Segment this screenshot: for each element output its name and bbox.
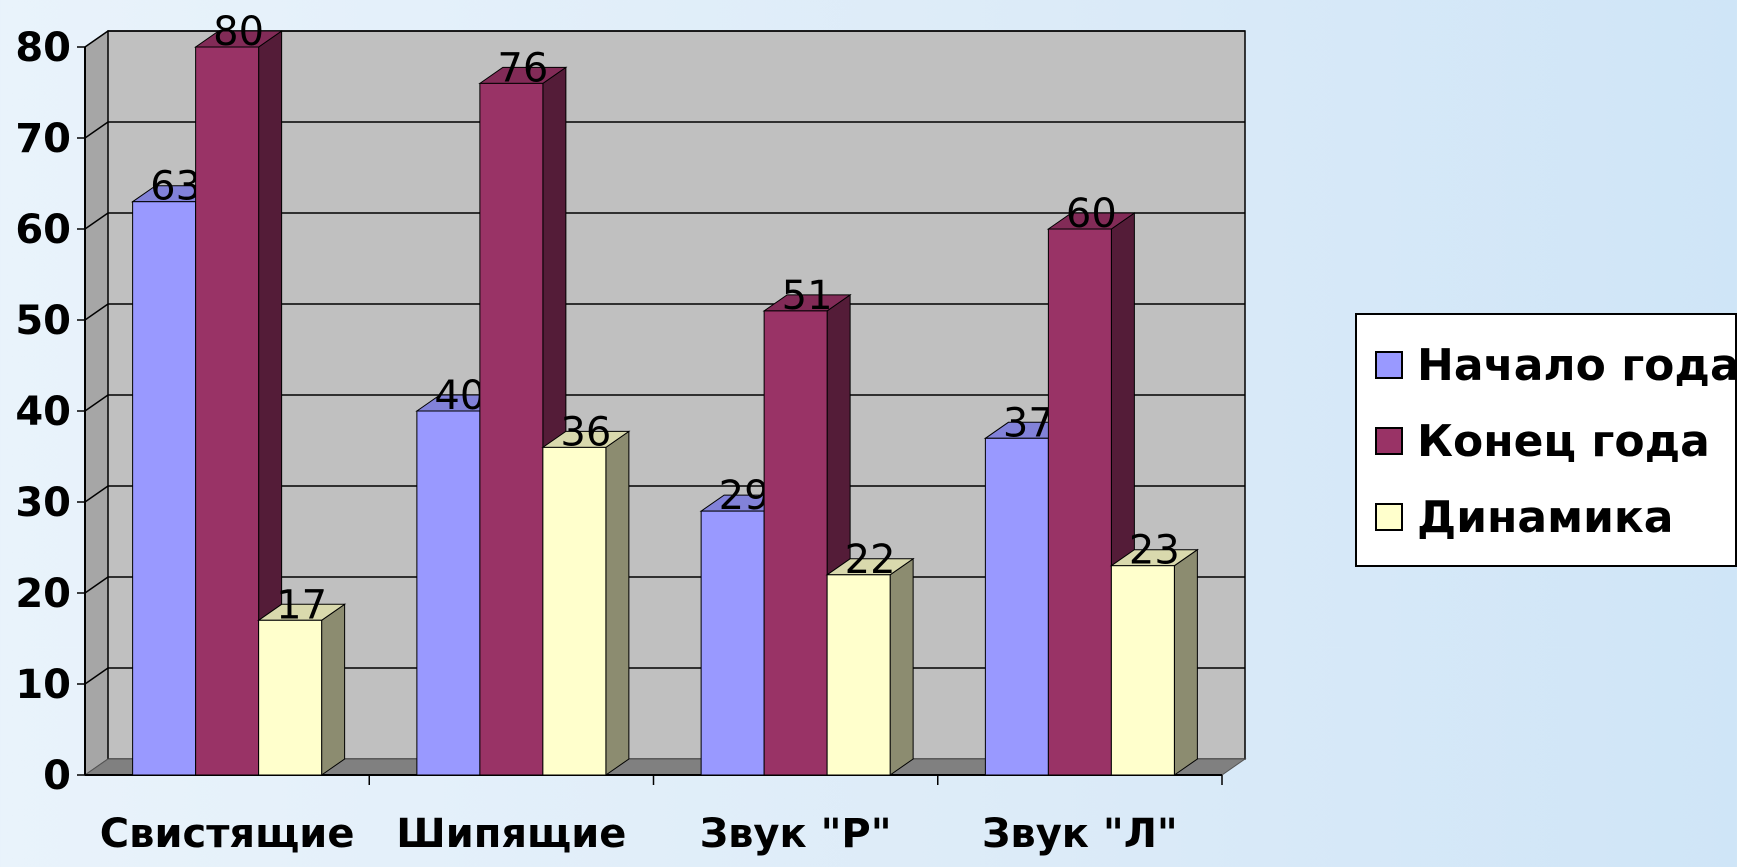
bar bbox=[825, 557, 915, 776]
bar-front bbox=[479, 82, 544, 776]
y-tick-label: 20 bbox=[15, 571, 71, 617]
data-label: 29 bbox=[719, 473, 770, 519]
data-label: 37 bbox=[1003, 400, 1054, 446]
y-tick-label: 10 bbox=[15, 662, 71, 708]
gridline bbox=[84, 303, 1245, 321]
bar-front bbox=[195, 46, 260, 776]
y-tick-label: 40 bbox=[15, 389, 71, 435]
data-label: 40 bbox=[434, 373, 485, 419]
gridline bbox=[84, 121, 1245, 139]
bar bbox=[1109, 548, 1199, 776]
y-tick-label: 70 bbox=[15, 116, 71, 162]
bar-front bbox=[826, 574, 891, 776]
y-tick-label: 30 bbox=[15, 480, 71, 526]
legend-swatch-icon bbox=[1375, 351, 1403, 379]
legend-label: Конец года bbox=[1417, 415, 1710, 467]
legend-item-series-3: Динамика bbox=[1375, 487, 1673, 547]
bar-front bbox=[1047, 228, 1112, 776]
data-label: 22 bbox=[845, 537, 896, 583]
bar bbox=[257, 603, 347, 776]
bar-front bbox=[132, 201, 197, 776]
bar-front bbox=[1110, 565, 1175, 776]
legend-item-series-1: Начало года bbox=[1375, 335, 1737, 395]
bar-front bbox=[416, 410, 481, 776]
legend-swatch-icon bbox=[1375, 503, 1403, 531]
bar-side bbox=[889, 557, 914, 776]
x-tick-label: Звук "Р" bbox=[700, 811, 892, 857]
legend-label: Начало года bbox=[1417, 339, 1737, 391]
legend-item-series-2: Конец года bbox=[1375, 411, 1710, 471]
data-label: 63 bbox=[150, 164, 201, 210]
x-tick-label: Шипящие bbox=[396, 811, 626, 857]
data-label: 36 bbox=[560, 409, 611, 455]
x-tick-label: Звук "Л" bbox=[982, 811, 1178, 857]
bar bbox=[541, 430, 631, 776]
bar-side bbox=[605, 430, 630, 776]
legend-label: Динамика bbox=[1417, 491, 1674, 543]
data-label: 23 bbox=[1129, 528, 1180, 574]
bar-front bbox=[258, 619, 323, 776]
y-tick-label: 0 bbox=[43, 753, 71, 799]
y-tick-label: 60 bbox=[15, 207, 71, 253]
data-label: 80 bbox=[213, 9, 264, 55]
gridline bbox=[84, 485, 1245, 503]
y-tick-label: 80 bbox=[15, 25, 71, 71]
data-label: 51 bbox=[782, 273, 833, 319]
data-label: 76 bbox=[497, 45, 548, 91]
bar-front bbox=[542, 446, 607, 776]
gridline bbox=[84, 30, 1245, 48]
bar-front bbox=[700, 510, 765, 776]
gridline bbox=[84, 212, 1245, 230]
bar-front bbox=[763, 310, 828, 776]
legend: Начало года Конец года Динамика bbox=[1355, 313, 1737, 567]
x-tick-label: Свистящие bbox=[100, 811, 355, 857]
bar-side bbox=[1173, 548, 1198, 776]
data-label: 17 bbox=[276, 582, 327, 628]
gridline bbox=[84, 394, 1245, 412]
legend-swatch-icon bbox=[1375, 427, 1403, 455]
y-tick-label: 50 bbox=[15, 298, 71, 344]
bar-front bbox=[984, 437, 1049, 776]
data-label: 60 bbox=[1066, 191, 1117, 237]
bar-side bbox=[321, 603, 346, 776]
